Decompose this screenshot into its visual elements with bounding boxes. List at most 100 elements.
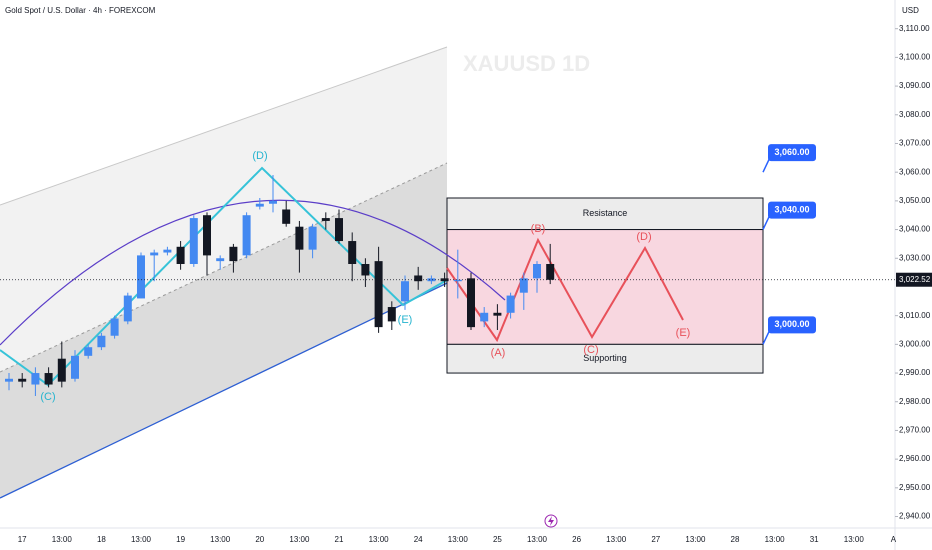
candle-body	[519, 278, 528, 293]
candle-body	[137, 255, 145, 299]
candle-body	[97, 335, 106, 348]
x-tick-label: 13:00	[606, 535, 627, 544]
candle-body	[506, 295, 515, 313]
last-price-box	[896, 272, 932, 287]
x-tick-label: 13:00	[289, 535, 310, 544]
x-tick-label: 26	[572, 535, 581, 544]
x-tick-label: 13:00	[685, 535, 706, 544]
x-tick-label: 19	[176, 535, 185, 544]
candle-body	[348, 241, 357, 264]
price-tag	[768, 316, 816, 334]
candle-body	[163, 249, 172, 253]
candles	[5, 175, 555, 396]
wave-label: (D)	[252, 150, 267, 162]
candle-body	[374, 261, 383, 328]
channel-top	[0, 46, 448, 206]
price-tag-label: 3,060.00	[774, 147, 809, 157]
candle-body	[203, 215, 211, 256]
y-tick-label: 3,110.00	[899, 24, 930, 33]
candle-body	[401, 281, 409, 302]
candle-body	[229, 246, 238, 262]
candle-body	[427, 278, 436, 282]
time-axis	[0, 528, 932, 550]
candle-body	[533, 264, 541, 279]
y-tick-label: 3,010.00	[899, 311, 931, 320]
zone-label: Resistance	[583, 208, 628, 218]
x-tick-label: 24	[414, 535, 423, 544]
x-tick-label: 13:00	[210, 535, 231, 544]
candle-body	[71, 355, 79, 379]
candle-body	[467, 278, 475, 328]
x-tick-label: 21	[335, 535, 344, 544]
candle-body	[493, 312, 502, 316]
zone	[446, 343, 764, 374]
candle-body	[44, 373, 53, 385]
x-tick-label: 13:00	[131, 535, 152, 544]
zone	[446, 197, 764, 231]
candle-body	[414, 275, 423, 282]
wave-label: (E)	[398, 314, 413, 326]
candle-body	[31, 373, 40, 385]
candle-body	[176, 246, 185, 264]
candle-body	[295, 226, 304, 250]
channel-upper	[0, 47, 447, 372]
y-tick-label: 3,060.00	[899, 167, 931, 176]
x-tick-label: 18	[97, 535, 106, 544]
currency: USD	[902, 6, 919, 15]
channel-mid	[0, 162, 448, 373]
y-tick-label: 2,980.00	[899, 397, 931, 406]
candle-body	[189, 218, 198, 264]
candle-body	[84, 347, 93, 356]
y-tick-label: 3,050.00	[899, 196, 931, 205]
wave-label: (C)	[583, 344, 598, 356]
wave-label: (C)	[40, 391, 55, 403]
candle-body	[150, 252, 159, 256]
event-icon-bolt	[548, 516, 554, 526]
candle-body	[321, 218, 330, 221]
y-tick-label: 3,080.00	[899, 110, 931, 119]
candle-body	[335, 218, 343, 242]
x-tick-label: 28	[731, 535, 740, 544]
wave-label: (A)	[491, 347, 506, 359]
y-tick-label: 2,940.00	[899, 512, 931, 521]
price-tag	[768, 144, 816, 162]
candle-body	[216, 258, 225, 262]
x-tick-label: 17	[18, 535, 27, 544]
candle-body	[453, 279, 462, 282]
candle-body	[110, 318, 119, 336]
x-tick-label: 27	[651, 535, 660, 544]
x-tick-label: 13:00	[844, 535, 865, 544]
candle-body	[387, 307, 396, 322]
x-tick-label: 13:00	[369, 535, 390, 544]
y-tick-label: 2,950.00	[899, 483, 931, 492]
price-tag-label: 3,040.00	[774, 204, 809, 214]
chart-title: Gold Spot / U.S. Dollar · 4h · FOREXCOM	[5, 6, 156, 15]
candle-body	[57, 358, 66, 382]
y-tick-label: 3,100.00	[899, 53, 931, 62]
candle-body	[18, 378, 27, 382]
candle-body	[255, 203, 264, 207]
x-tick-label: 13:00	[765, 535, 786, 544]
candle-body	[269, 200, 277, 204]
wave-label: (E)	[676, 327, 691, 339]
last-price-label: 3,022.52	[899, 275, 931, 284]
wave-label: (B)	[531, 223, 546, 235]
candle-body	[242, 215, 251, 256]
y-tick-label: 3,030.00	[899, 253, 931, 262]
price-tag-label: 3,000.00	[774, 319, 809, 329]
watermark: XAUUSD 1D	[463, 51, 590, 76]
zone	[446, 229, 764, 345]
y-tick-label: 3,070.00	[899, 139, 931, 148]
wave-label: (D)	[636, 231, 651, 243]
zones: Resistance Supporting	[446, 197, 764, 374]
candle-body	[308, 226, 317, 250]
red-wave	[446, 237, 684, 343]
x-tick-label: 13:00	[52, 535, 73, 544]
y-tick-label: 3,000.00	[899, 339, 931, 348]
candle-body	[546, 264, 555, 280]
y-tick-label: 2,990.00	[899, 368, 931, 377]
candle-body	[361, 264, 370, 276]
x-tick-label: 31	[810, 535, 819, 544]
